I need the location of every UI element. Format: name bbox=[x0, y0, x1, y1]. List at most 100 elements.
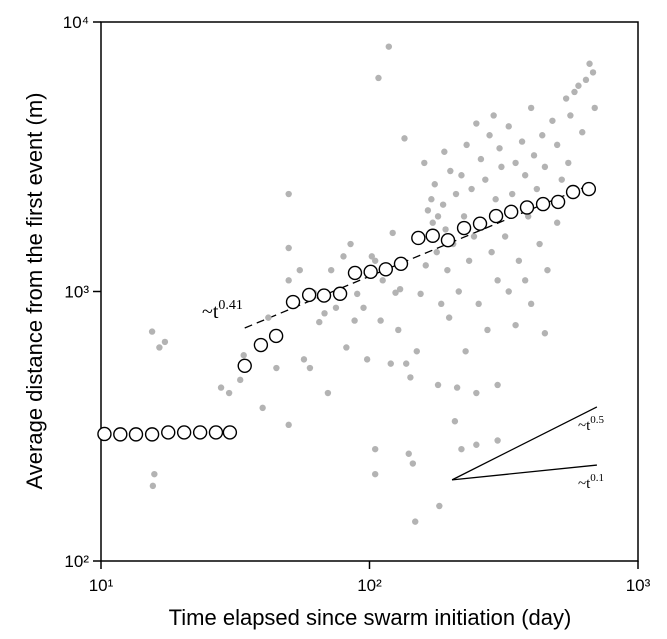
event-point bbox=[396, 285, 404, 293]
event-point bbox=[385, 43, 393, 50]
event-point bbox=[300, 356, 308, 363]
event-point bbox=[433, 248, 440, 256]
event-point bbox=[567, 112, 574, 119]
event-point bbox=[217, 384, 225, 391]
annotation-exponent: 0.41 bbox=[218, 298, 243, 313]
event-point bbox=[536, 240, 543, 248]
event-point bbox=[431, 181, 438, 188]
average-point bbox=[347, 265, 363, 281]
event-point bbox=[527, 300, 535, 308]
event-point bbox=[316, 318, 323, 326]
event-point bbox=[343, 344, 350, 351]
event-point bbox=[444, 266, 451, 274]
event-point bbox=[586, 60, 593, 67]
event-point bbox=[407, 374, 414, 381]
event-point bbox=[533, 185, 541, 193]
event-point bbox=[285, 277, 292, 284]
event-point bbox=[428, 196, 435, 203]
event-point bbox=[492, 196, 499, 203]
event-point bbox=[462, 348, 469, 355]
event-point bbox=[482, 176, 489, 183]
average-point bbox=[128, 427, 144, 442]
event-point bbox=[541, 330, 549, 337]
event-point bbox=[321, 310, 328, 317]
event-point bbox=[541, 163, 549, 171]
event-point bbox=[447, 167, 454, 175]
event-point bbox=[473, 120, 480, 127]
annotation-base: ~t bbox=[578, 476, 591, 492]
event-point bbox=[379, 277, 386, 284]
event-point bbox=[340, 253, 347, 260]
event-point bbox=[395, 326, 402, 334]
event-point bbox=[368, 253, 376, 260]
event-point bbox=[512, 159, 519, 167]
event-point bbox=[429, 219, 436, 226]
y-tick-label: 10³ bbox=[64, 283, 89, 302]
trend-line bbox=[244, 184, 591, 329]
event-point bbox=[473, 441, 480, 448]
event-point bbox=[387, 360, 394, 367]
average-point bbox=[253, 337, 269, 353]
event-point bbox=[505, 288, 512, 295]
event-point bbox=[539, 132, 546, 139]
event-point bbox=[575, 82, 582, 89]
event-point bbox=[452, 190, 460, 198]
event-point bbox=[565, 159, 572, 167]
event-point bbox=[445, 314, 453, 321]
event-point bbox=[401, 135, 408, 142]
event-point bbox=[324, 389, 332, 397]
y-axis-title: Average distance from the first event (m… bbox=[22, 93, 47, 490]
event-point bbox=[579, 129, 586, 136]
event-point bbox=[421, 159, 428, 167]
event-point bbox=[377, 317, 384, 324]
event-point bbox=[161, 338, 169, 346]
event-point bbox=[371, 257, 379, 264]
event-point bbox=[518, 138, 526, 145]
event-point bbox=[463, 141, 470, 149]
event-point bbox=[460, 213, 468, 220]
event-point bbox=[515, 257, 523, 264]
event-point bbox=[371, 470, 379, 478]
event-point bbox=[582, 76, 590, 84]
average-point bbox=[237, 358, 252, 374]
event-point bbox=[285, 244, 292, 252]
x-tick-label: 10³ bbox=[626, 576, 651, 595]
event-point bbox=[589, 69, 597, 76]
event-point bbox=[351, 317, 358, 324]
average-point bbox=[456, 220, 472, 236]
average-point bbox=[363, 264, 378, 280]
event-point bbox=[156, 344, 163, 351]
average-point bbox=[535, 196, 551, 212]
event-point bbox=[296, 266, 303, 274]
event-point bbox=[273, 364, 280, 372]
event-point bbox=[544, 266, 551, 274]
x-tick-label: 10¹ bbox=[89, 576, 114, 595]
event-point bbox=[475, 300, 482, 308]
event-point bbox=[392, 289, 399, 296]
event-point bbox=[240, 352, 247, 359]
average-point bbox=[316, 288, 332, 303]
event-point bbox=[148, 328, 156, 335]
average-point bbox=[503, 204, 519, 220]
event-point bbox=[285, 421, 292, 429]
event-point bbox=[470, 233, 478, 240]
event-point bbox=[439, 201, 447, 208]
event-point bbox=[306, 364, 314, 372]
average-point bbox=[268, 328, 284, 344]
average-point bbox=[472, 216, 488, 231]
average-point bbox=[285, 294, 301, 310]
event-point bbox=[417, 290, 424, 298]
event-point bbox=[259, 404, 266, 412]
event-point bbox=[530, 152, 538, 159]
event-point bbox=[371, 445, 379, 453]
event-point bbox=[360, 304, 367, 311]
event-point bbox=[494, 437, 501, 444]
event-point bbox=[525, 213, 532, 220]
average-point bbox=[144, 427, 160, 442]
event-point bbox=[451, 418, 459, 425]
event-point bbox=[453, 384, 461, 391]
average-point bbox=[97, 426, 112, 442]
average-point bbox=[301, 287, 317, 303]
event-point bbox=[285, 190, 292, 198]
